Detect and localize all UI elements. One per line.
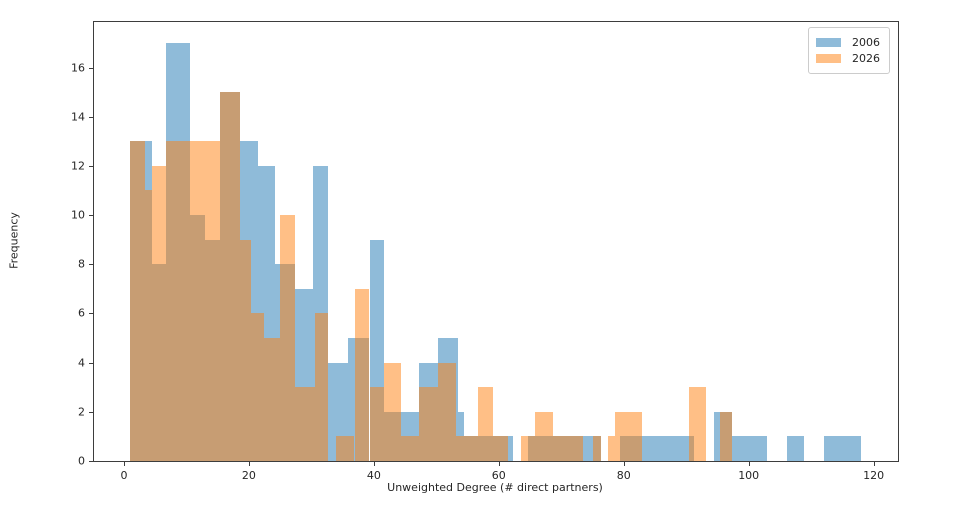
histogram-bar-2006: [824, 436, 862, 461]
plot-area: 0 20 40 60 80 100 120 0 2 4 6 8 10 12 14 16 2006 2026: [71, 21, 899, 482]
histogram-bar-2026: [689, 387, 707, 461]
legend: 2006 2026: [808, 27, 890, 74]
y-tick-label: 12: [71, 159, 85, 173]
y-tick: [89, 411, 93, 413]
histogram-bar-2006: [327, 362, 348, 461]
legend-swatch-2026: [816, 54, 841, 63]
y-tick-label: 16: [71, 61, 85, 74]
histogram-bar-2006: [732, 436, 768, 461]
x-tick-label: 120: [863, 469, 885, 482]
histogram-bar-2026: [263, 338, 280, 461]
x-tick-label: 20: [241, 469, 256, 482]
histogram-bar-2026: [369, 387, 385, 461]
histogram-bar-2026: [219, 92, 240, 461]
y-tick-label: 10: [71, 208, 85, 222]
histogram-bar-2026: [535, 411, 553, 461]
histogram-bar-2026: [719, 411, 733, 461]
y-tick: [89, 67, 93, 69]
legend-label-2026: 2026: [852, 52, 880, 65]
y-tick-label: 14: [71, 110, 85, 124]
x-tick: [373, 462, 375, 466]
y-tick: [89, 165, 93, 167]
histogram-bar-2026: [552, 436, 584, 461]
legend-label-2006: 2006: [852, 36, 880, 49]
histogram-bar-2026: [477, 387, 493, 461]
histogram-bar-2026: [384, 362, 402, 461]
histogram-bar-2026: [314, 313, 328, 461]
y-axis-label: Frequency: [7, 212, 21, 269]
histogram-bar-2026: [401, 436, 420, 461]
histogram-bar-2026: [615, 411, 643, 461]
x-tick-label: 60: [491, 469, 506, 482]
histogram-bar-2026: [294, 387, 315, 461]
x-axis-label: Unweighted Degree (# direct partners): [387, 481, 603, 494]
ticks-layer: 0 20 40 60 80 100 120 0 2 4 6 8 10 12 14 16: [71, 22, 898, 482]
histogram-bar-2026: [279, 215, 295, 461]
x-tick-label: 100: [738, 469, 760, 482]
histogram-bar-2026: [437, 362, 457, 461]
x-tick-label: 40: [366, 469, 381, 482]
y-tick: [89, 362, 93, 364]
legend-item-2006: 2006: [816, 36, 880, 49]
x-tick: [748, 462, 750, 466]
histogram-bar-2026: [152, 165, 167, 461]
histogram-bar-2026: [239, 239, 251, 461]
histogram-bar-2006: [457, 411, 465, 461]
y-tick: [89, 116, 93, 118]
x-tick: [873, 462, 875, 466]
y-tick: [89, 461, 93, 462]
histogram-bar-2026: [354, 288, 370, 461]
y-tick-label: 8: [78, 257, 85, 271]
histogram-bar-2026: [456, 436, 478, 461]
y-tick-label: 6: [78, 306, 85, 320]
histogram-bar-2026: [521, 436, 536, 461]
histogram-bar-2026: [129, 141, 145, 461]
y-tick: [89, 264, 93, 266]
y-tick: [89, 215, 93, 217]
y-tick-label: 4: [78, 356, 85, 370]
histogram-bar-2026: [335, 436, 355, 461]
x-tick: [248, 462, 250, 466]
histogram-bar-2026: [492, 436, 508, 461]
histogram-bar-2026: [250, 313, 264, 461]
histogram-layer-2026: [94, 22, 898, 461]
x-tick-label: 80: [616, 469, 631, 482]
histogram-bar-2026: [592, 436, 602, 461]
y-tick-label: 0: [78, 454, 85, 468]
y-tick-label: 2: [78, 405, 85, 419]
x-tick-label: 0: [120, 469, 128, 482]
y-tick: [89, 313, 93, 315]
x-tick: [623, 462, 625, 466]
histogram-bar-2006: [787, 436, 805, 461]
x-tick: [498, 462, 500, 466]
histogram-bar-2026: [419, 387, 438, 461]
histogram-bar-2026: [166, 141, 220, 461]
legend-swatch-2006: [816, 38, 841, 47]
histogram-bar-2026: [607, 436, 615, 461]
x-tick: [123, 462, 125, 466]
histogram-bar-2026: [144, 190, 153, 461]
legend-item-2026: 2026: [816, 52, 880, 65]
